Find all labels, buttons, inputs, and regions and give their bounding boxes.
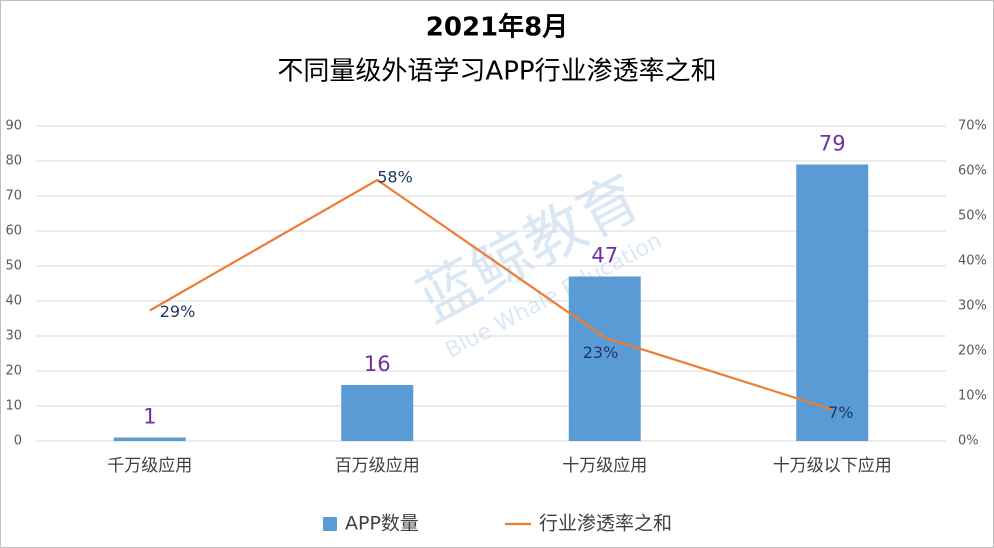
line-value-label: 29%: [160, 302, 196, 321]
bar: [796, 164, 869, 441]
chart-title: 2021年8月: [426, 12, 568, 43]
legend-swatch: [323, 517, 337, 531]
line-value-label: 23%: [583, 343, 619, 362]
y2-tick-label: 30%: [958, 299, 987, 314]
y-tick-label: 80: [5, 154, 22, 169]
line: [149, 178, 833, 411]
x-tick-label: 百万级应用: [335, 456, 420, 476]
chart-subtitle: 不同量级外语学习APP行业渗透率之和: [277, 57, 716, 87]
x-tick-label: 十万级以下应用: [773, 456, 892, 476]
y-tick-label: 0: [14, 434, 22, 449]
x-tick-label: 千万级应用: [107, 456, 192, 476]
bar: [113, 437, 186, 441]
y-tick-label: 20: [5, 364, 22, 379]
y2-tick-label: 0%: [958, 434, 979, 449]
y-tick-label: 10: [5, 399, 22, 414]
line-value-label: 58%: [377, 168, 413, 187]
y-tick-label: 70: [5, 189, 22, 204]
bar: [568, 276, 641, 441]
y2-tick-label: 50%: [958, 209, 987, 224]
y-tick-label: 90: [5, 119, 22, 134]
y-tick-label: 40: [5, 294, 22, 309]
line-value-label: 7%: [828, 403, 853, 422]
y2-tick-label: 60%: [958, 164, 987, 179]
bar-value-label: 79: [819, 132, 846, 156]
y2-tick-label: 70%: [958, 119, 987, 134]
bar-value-label: 1: [143, 405, 156, 429]
legend-label: 行业渗透率之和: [539, 513, 672, 535]
bar: [341, 385, 414, 441]
y2-tick-label: 10%: [958, 389, 987, 404]
bar-value-label: 16: [364, 352, 391, 376]
x-tick-label: 十万级应用: [562, 456, 647, 476]
y2-tick-label: 20%: [958, 344, 987, 359]
y-tick-label: 30: [5, 329, 22, 344]
legend-label: APP数量: [345, 513, 419, 535]
y2-tick-label: 40%: [958, 254, 987, 269]
y-tick-label: 50: [5, 259, 22, 274]
bar-value-label: 47: [591, 244, 618, 268]
y-tick-label: 60: [5, 224, 22, 239]
